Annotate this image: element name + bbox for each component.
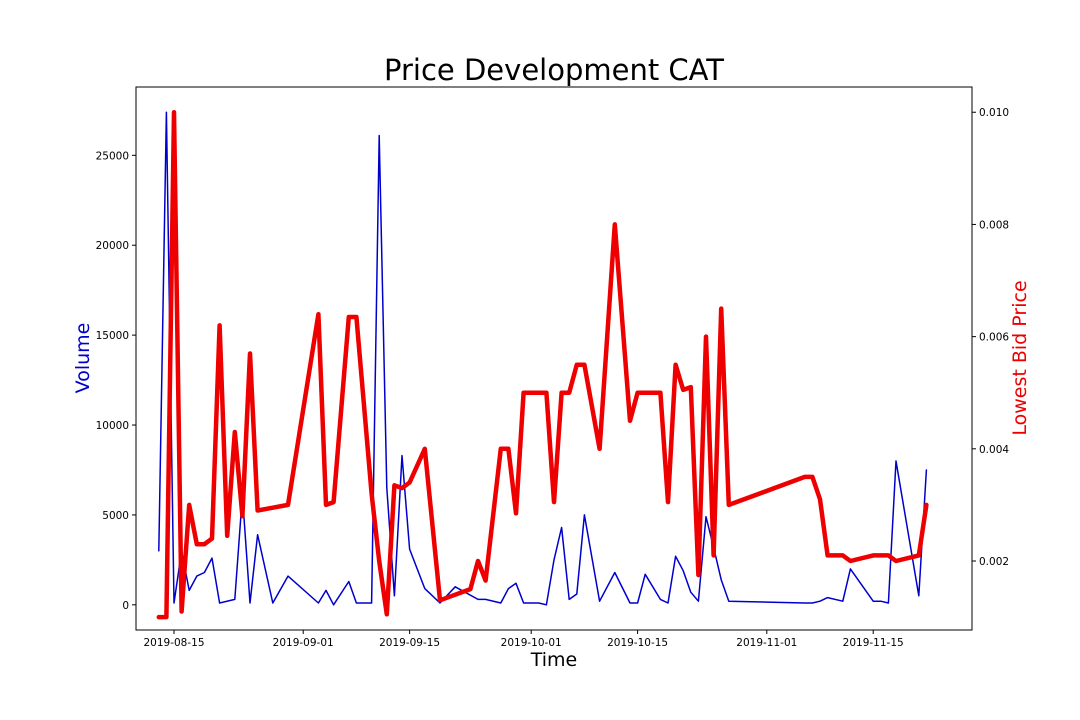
x-tick-label: 2019-08-15 xyxy=(143,637,204,649)
x-tick-label: 2019-09-15 xyxy=(379,637,440,649)
y-left-tick-label: 10000 xyxy=(96,420,129,432)
y-left-tick-label: 0 xyxy=(122,600,129,612)
y-left-tick-label: 25000 xyxy=(96,150,129,162)
y-right-tick-label: 0.004 xyxy=(979,444,1009,456)
chart-ticks: 2019-08-15 2019-09-01 2019-09-15 2019-10-01… xyxy=(96,107,1010,649)
chart-title: Price Development CAT xyxy=(384,53,724,87)
x-tick-label: 2019-10-15 xyxy=(607,637,668,649)
y-left-tick-label: 5000 xyxy=(102,510,129,522)
series-line-lowest-bid-price xyxy=(156,109,929,620)
x-tick-label: 2019-11-15 xyxy=(843,637,904,649)
plot-area xyxy=(135,86,973,631)
y-axis-right-label: Lowest Bid Price xyxy=(1009,280,1031,435)
y-right-tick-label: 0.002 xyxy=(979,556,1009,568)
y-axis-left-label: Volume xyxy=(72,323,94,394)
chart-marks xyxy=(156,109,929,620)
x-axis-label: Time xyxy=(530,649,578,671)
y-right-tick-label: 0.008 xyxy=(979,219,1009,231)
y-right-tick-label: 0.006 xyxy=(979,332,1009,344)
y-right-tick-label: 0.010 xyxy=(979,107,1009,119)
x-tick-label: 2019-09-01 xyxy=(273,637,334,649)
x-tick-label: 2019-11-01 xyxy=(736,637,797,649)
series-line-volume xyxy=(158,111,928,606)
x-tick-label: 2019-10-01 xyxy=(501,637,562,649)
y-left-tick-label: 20000 xyxy=(96,240,129,252)
y-left-tick-label: 15000 xyxy=(96,330,129,342)
